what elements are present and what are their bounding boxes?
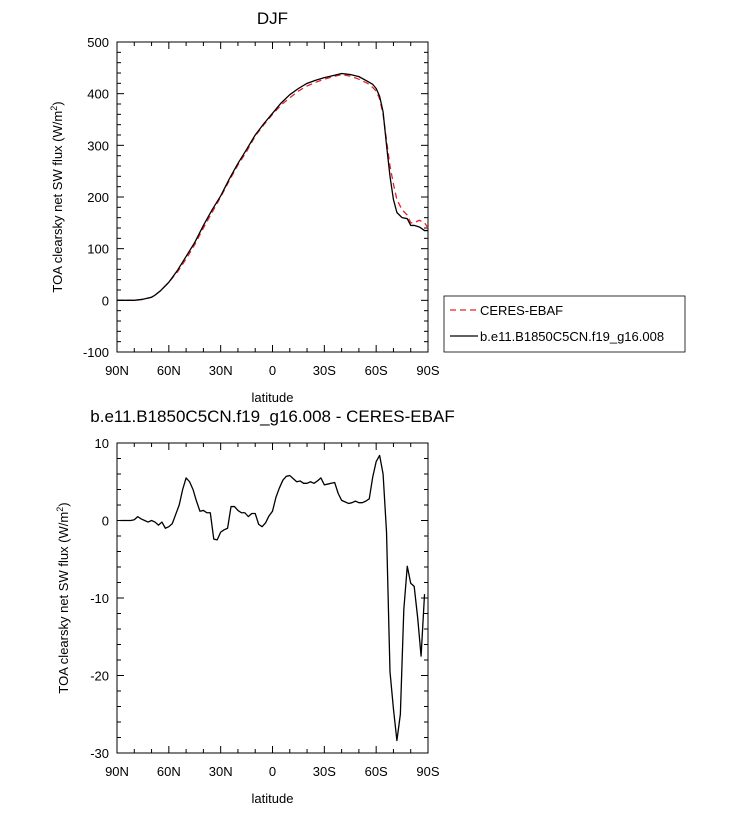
x-axis-label: latitude (252, 390, 294, 405)
y-tick-label: -20 (90, 669, 109, 684)
legend-label: b.e11.B1850C5CN.f19_g16.008 (480, 329, 664, 344)
legend-label: CERES-EBAF (480, 303, 563, 318)
y-tick-label: 300 (87, 138, 109, 153)
x-tick-label: 60N (157, 363, 181, 378)
x-tick-label: 0 (269, 764, 276, 779)
y-tick-label: 100 (87, 242, 109, 257)
legend: CERES-EBAF b.e11.B1850C5CN.f19_g16.008 (443, 295, 686, 353)
y-tick-label: 400 (87, 87, 109, 102)
y-axis-label: TOA clearsky net SW flux (W/m2) (55, 502, 71, 693)
x-tick-label: 90S (416, 764, 439, 779)
chart-title: DJF (257, 9, 288, 28)
plot-frame (116, 41, 429, 353)
x-tick-label: 30S (313, 764, 336, 779)
x-tick-label: 30N (209, 764, 233, 779)
y-axis-label: TOA clearsky net SW flux (W/m2) (49, 101, 65, 292)
x-tick-label: 30S (313, 363, 336, 378)
x-tick-label: 90N (105, 363, 129, 378)
y-tick-label: -30 (90, 746, 109, 761)
chart-panel-2: b.e11.B1850C5CN.f19_g16.008 - CERES-EBAF… (55, 407, 455, 806)
y-tick-label: 0 (102, 514, 109, 529)
series-line-b-e11-b1850c5cn-f19-g16-008 (117, 72, 428, 301)
x-tick-label: 60S (365, 764, 388, 779)
chart-title: b.e11.B1850C5CN.f19_g16.008 - CERES-EBAF (90, 407, 454, 426)
x-tick-label: 30N (209, 363, 233, 378)
x-tick-label: 90N (105, 764, 129, 779)
y-tick-label: -100 (83, 345, 109, 360)
y-tick-label: 10 (95, 436, 109, 451)
x-tick-label: 60S (365, 363, 388, 378)
x-tick-label: 90S (416, 363, 439, 378)
series-line-ceres-ebaf (117, 73, 429, 301)
x-axis-label: latitude (252, 791, 294, 806)
y-tick-label: 500 (87, 35, 109, 50)
y-tick-label: 0 (102, 293, 109, 308)
chart-panel-1: DJF 90N 60N 30N 0 30S 60S 90S -100 0 100 200 300 400 5… (49, 9, 440, 405)
y-tick-label: -10 (90, 591, 109, 606)
plot-frame (116, 442, 429, 754)
x-tick-label: 0 (269, 363, 276, 378)
x-tick-label: 60N (157, 764, 181, 779)
y-tick-label: 200 (87, 190, 109, 205)
legend-box (443, 295, 686, 353)
difference-line (120, 454, 426, 742)
